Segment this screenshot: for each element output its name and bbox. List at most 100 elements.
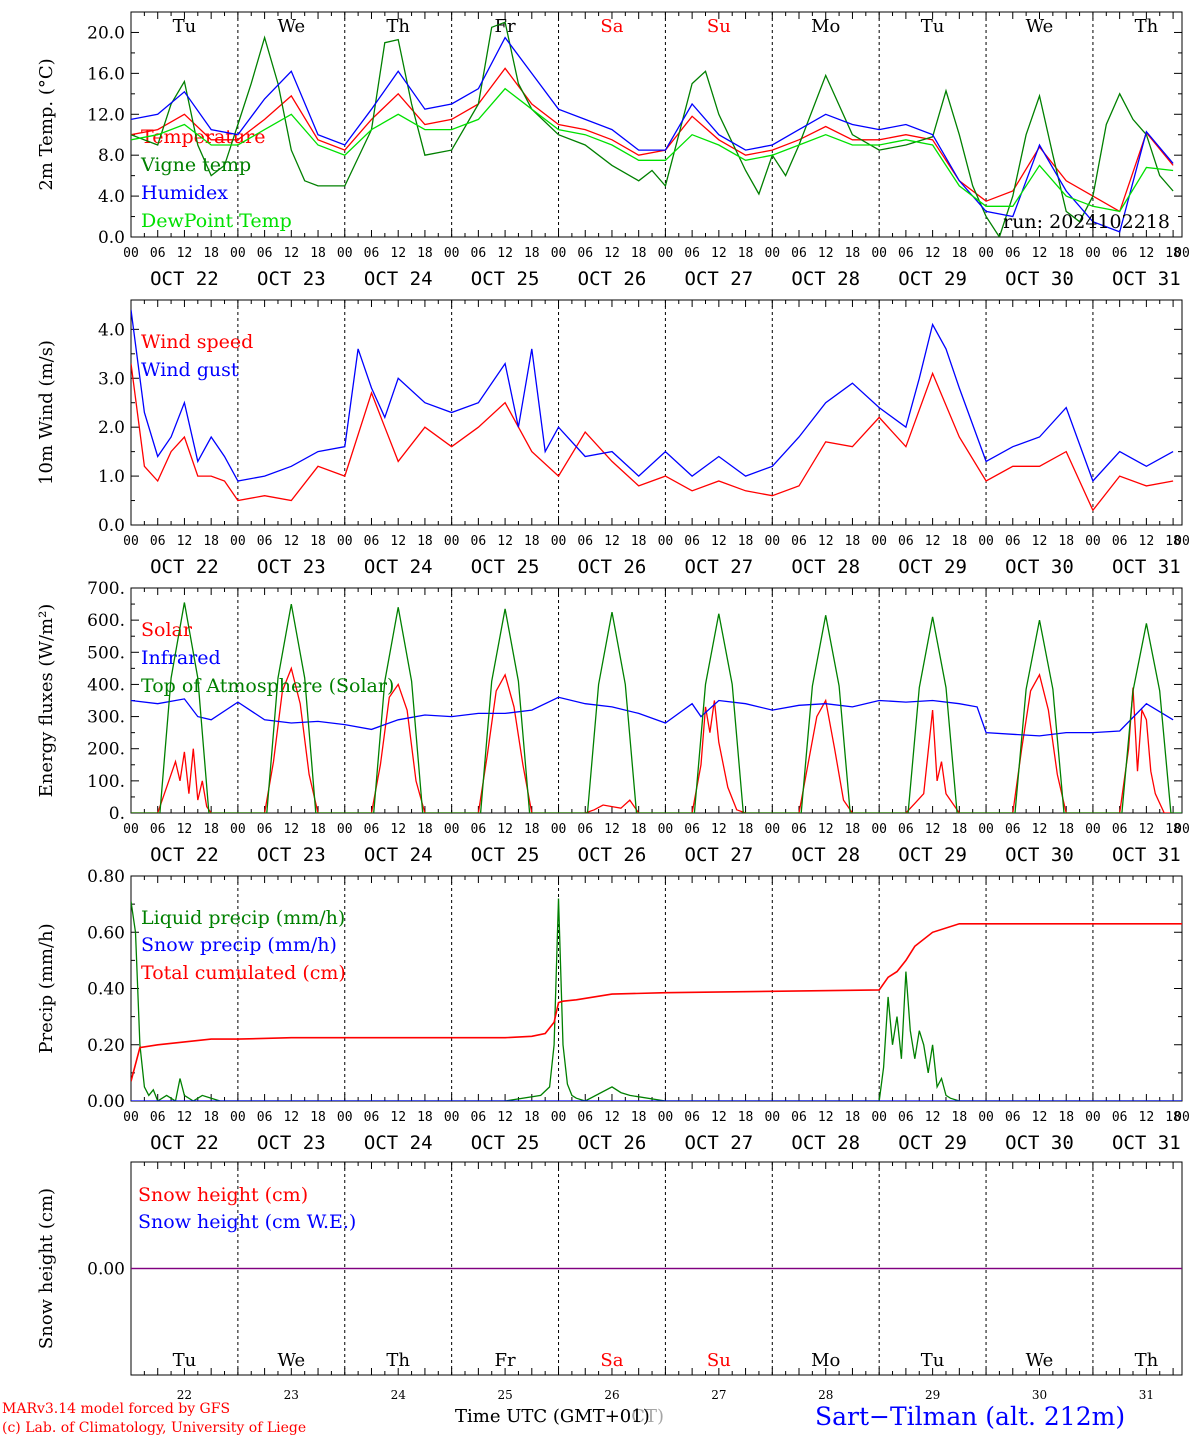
hour-label: 00 xyxy=(764,822,780,837)
hour-label: 06 xyxy=(364,1110,380,1125)
hour-label: 06 xyxy=(1005,1110,1021,1125)
date-label: OCT 26 xyxy=(578,556,647,578)
hour-label: 06 xyxy=(471,1110,487,1125)
hour-label: 18 xyxy=(1165,822,1181,837)
hour-label: 18 xyxy=(1165,1110,1181,1125)
y-tick-label: 4.0 xyxy=(98,187,125,207)
hour-label: 18 xyxy=(203,822,219,837)
hour-label: 18 xyxy=(631,1110,647,1125)
hour-label: 12 xyxy=(177,534,193,549)
hour-label: 18 xyxy=(1058,822,1074,837)
legend-label: Top of Atmosphere (Solar) xyxy=(141,675,394,697)
run-annotation: run: 2024102218 xyxy=(1003,211,1170,233)
hour-label: 06 xyxy=(684,246,700,261)
hour-label: 00 xyxy=(1085,822,1101,837)
hour-label: 06 xyxy=(791,534,807,549)
panel-4: 0.00 0.20 0.40 0.60 0.80 Precip (mm/h) 00 06 12 1… xyxy=(36,867,1190,1154)
legend-label: Solar xyxy=(141,619,193,641)
date-label: OCT 27 xyxy=(685,844,754,866)
y-axis-title: 2m Temp. (°C) xyxy=(36,58,57,190)
series-line xyxy=(131,602,1182,813)
hour-label: 00 xyxy=(230,822,246,837)
y-tick-label: 600. xyxy=(87,611,125,631)
date-label: OCT 29 xyxy=(898,1132,967,1154)
date-label: OCT 28 xyxy=(791,268,860,290)
y-tick-label: 0.00 xyxy=(87,1092,125,1112)
hour-label: 00 xyxy=(444,534,460,549)
hour-label: 00 xyxy=(551,246,567,261)
day-number-label: 28 xyxy=(818,1388,833,1402)
y-axis-title: Energy fluxes (W/m²) xyxy=(36,604,57,798)
hour-label: 06 xyxy=(471,246,487,261)
y-tick-label: 4.0 xyxy=(98,320,125,340)
hour-label: 00 xyxy=(123,246,139,261)
day-label: Sa xyxy=(600,1350,623,1371)
model-credit: MARv3.14 model forced by GFS xyxy=(2,1401,231,1417)
hour-label: 12 xyxy=(604,822,620,837)
hour-label: 18 xyxy=(310,1110,326,1125)
hour-label: 12 xyxy=(818,1110,834,1125)
hour-label: 18 xyxy=(203,246,219,261)
y-tick-label: 0.0 xyxy=(98,516,125,536)
hour-label: 18 xyxy=(738,246,754,261)
hour-label: 00 xyxy=(978,1110,994,1125)
y-tick-label: 500. xyxy=(87,643,125,663)
day-label: Sa xyxy=(600,16,623,37)
hour-label: 06 xyxy=(577,534,593,549)
date-label: OCT 22 xyxy=(150,556,219,578)
y-axis-title: Precip (mm/h) xyxy=(36,923,57,1053)
hour-label: 06 xyxy=(898,822,914,837)
date-label: OCT 24 xyxy=(364,556,433,578)
hour-label: 06 xyxy=(257,822,273,837)
hour-label: 18 xyxy=(952,534,968,549)
legend-label: Infrared xyxy=(141,647,221,669)
y-axis-title: Snow height (cm) xyxy=(36,1188,57,1349)
date-label: OCT 31 xyxy=(1112,1132,1181,1154)
hour-label: 06 xyxy=(684,822,700,837)
day-label: Th xyxy=(1135,16,1159,37)
hour-label: 12 xyxy=(1032,1110,1048,1125)
date-label: OCT 31 xyxy=(1112,556,1181,578)
y-tick-label: 0.80 xyxy=(87,867,125,887)
y-tick-label: 400. xyxy=(87,675,125,695)
series-line xyxy=(131,87,1174,213)
date-label: OCT 28 xyxy=(791,844,860,866)
series-line xyxy=(131,21,1174,237)
hour-label: 18 xyxy=(203,534,219,549)
legend-label: Vigne temp xyxy=(140,154,251,176)
hour-label: 18 xyxy=(952,822,968,837)
hour-label: 12 xyxy=(1032,822,1048,837)
day-number-label: 31 xyxy=(1139,1388,1154,1402)
day-number-label: 24 xyxy=(391,1388,407,1402)
date-label: OCT 22 xyxy=(150,1132,219,1154)
series-line xyxy=(131,363,1174,512)
date-label: OCT 22 xyxy=(150,268,219,290)
date-label: OCT 24 xyxy=(364,268,433,290)
hour-label: 06 xyxy=(257,534,273,549)
hour-label: 18 xyxy=(1058,1110,1074,1125)
hour-label: 12 xyxy=(711,1110,727,1125)
day-number-label: 30 xyxy=(1032,1388,1047,1402)
day-label: Su xyxy=(707,16,731,37)
hour-label: 00 xyxy=(230,534,246,549)
date-label: OCT 26 xyxy=(578,844,647,866)
y-tick-label: 16.0 xyxy=(87,64,125,84)
hour-label: 06 xyxy=(577,246,593,261)
hour-label: 00 xyxy=(658,246,674,261)
hour-label: 00 xyxy=(1174,822,1190,837)
hour-label: 12 xyxy=(390,822,406,837)
x-axis-label-overlay: Time UTC (GMT+0CT) xyxy=(455,1406,665,1427)
hour-label: 06 xyxy=(471,534,487,549)
date-label: OCT 26 xyxy=(578,268,647,290)
hour-label: 00 xyxy=(871,246,887,261)
hour-label: 18 xyxy=(417,246,433,261)
hour-label: 00 xyxy=(871,822,887,837)
hour-label: 12 xyxy=(925,1110,941,1125)
hour-label: 06 xyxy=(1005,534,1021,549)
hour-label: 06 xyxy=(684,534,700,549)
day-number-label: 26 xyxy=(604,1388,619,1402)
hour-label: 12 xyxy=(177,246,193,261)
day-number-label: 27 xyxy=(711,1388,726,1402)
hour-label: 06 xyxy=(150,822,166,837)
hour-label: 18 xyxy=(1058,246,1074,261)
